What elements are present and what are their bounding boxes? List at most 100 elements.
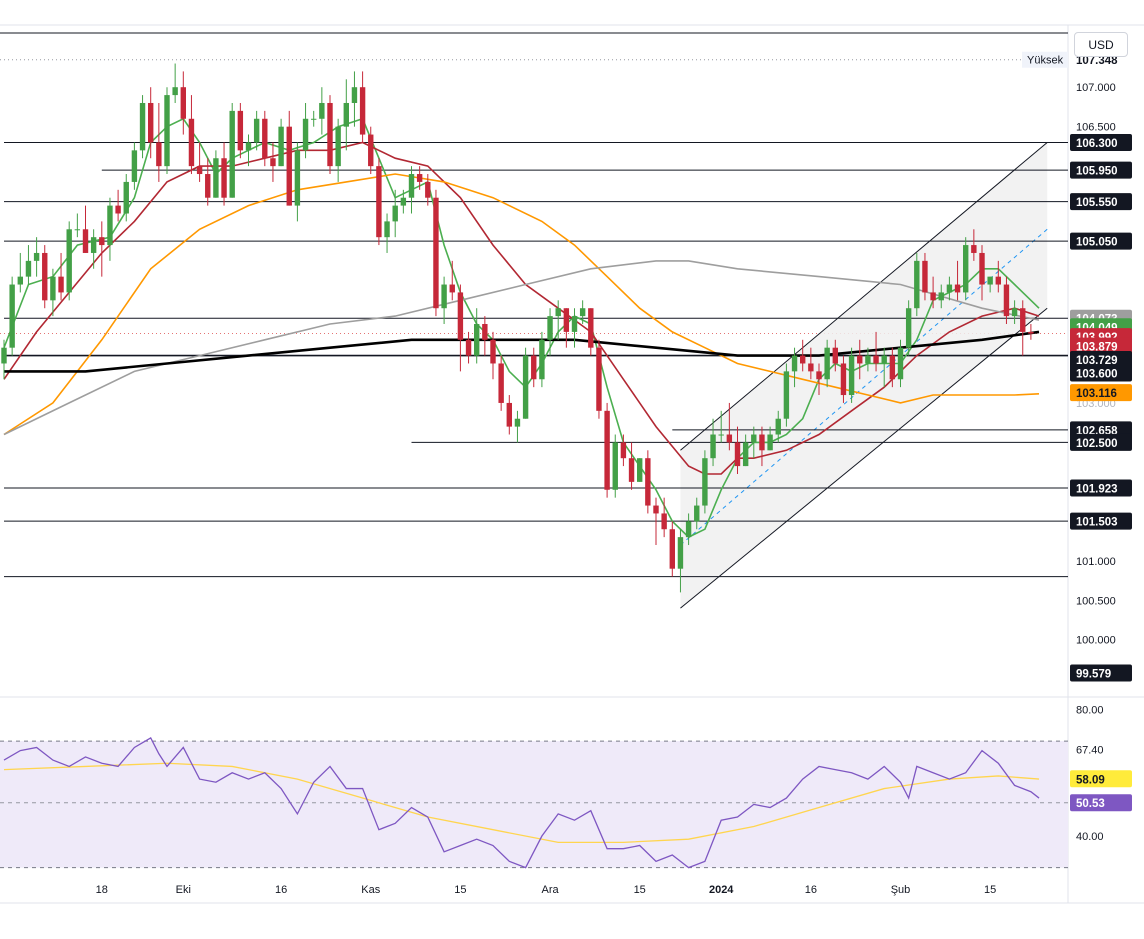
candle-body [661, 513, 667, 530]
candle-body [205, 174, 211, 198]
candle-body [253, 118, 260, 143]
candle-body [490, 339, 496, 364]
candle-body [506, 402, 512, 427]
candle-body [897, 347, 904, 380]
candle-body [425, 181, 431, 198]
dark-badge [1070, 479, 1132, 497]
price-tick-label: 100.000 [1076, 635, 1116, 647]
candle-body [922, 260, 928, 293]
badge-label: 106.300 [1076, 138, 1118, 150]
candle-body [1011, 308, 1018, 317]
rsi-line [3, 737, 1040, 869]
candle-body [742, 442, 749, 467]
candle-body [710, 434, 716, 459]
time-axis[interactable]: 18 Eki 16 Kas 15 Ara 15 2024 16 Şub 15 [96, 884, 997, 896]
candle-body [311, 118, 317, 120]
candle-body [840, 363, 847, 396]
price-tick-label: 107.000 [1076, 82, 1116, 94]
rsi-band [0, 741, 1068, 868]
candle-body [278, 126, 284, 167]
candle-body [335, 126, 341, 167]
high-label: Yüksek [1027, 55, 1064, 67]
channel-fill [680, 142, 1048, 609]
candle-body [905, 308, 912, 348]
candle-body [188, 118, 195, 167]
candle-body [82, 229, 89, 253]
candle-body [474, 324, 480, 356]
candle-body [824, 347, 830, 380]
candle-body [759, 434, 765, 451]
time-tick-label: 16 [805, 884, 817, 896]
candle-body [221, 158, 227, 198]
candle-body [107, 205, 113, 246]
badge-label: 105.950 [1076, 166, 1118, 178]
candle-body [392, 205, 398, 222]
candle-body [865, 355, 871, 364]
dark-badge [1070, 351, 1132, 369]
badge-label: 58.09 [1076, 774, 1105, 786]
channel-median-line [680, 228, 1048, 546]
candle-body [237, 110, 244, 151]
time-tick-label: 18 [96, 884, 108, 896]
candle-body [368, 134, 374, 167]
time-tick-label: 16 [275, 884, 287, 896]
dark-badge [1070, 161, 1132, 179]
candle-body [498, 363, 504, 403]
candle-body [294, 150, 301, 206]
candle-body [547, 316, 553, 340]
candle-body [971, 245, 977, 253]
candle-body [115, 205, 121, 214]
candle-body [930, 292, 936, 301]
candle-body [514, 418, 521, 427]
candle-body [596, 347, 602, 411]
channel-upper-line [680, 142, 1048, 451]
candle-body [857, 355, 863, 364]
candle-body [685, 521, 692, 538]
candle-body [734, 442, 741, 467]
badge-label: 103.600 [1076, 368, 1118, 380]
candle-body [180, 87, 186, 119]
badge-label: 103.729 [1076, 355, 1118, 367]
candle-body [522, 355, 529, 419]
badge-label: 103.879 [1076, 342, 1118, 354]
candle-body [979, 252, 985, 285]
ma-line-2 [3, 173, 1040, 436]
candle-body [416, 174, 423, 182]
candle-body [808, 363, 814, 372]
candle-body [213, 158, 219, 198]
candle-body [800, 355, 806, 364]
candle-body [881, 355, 887, 364]
candle-body [669, 529, 675, 569]
yellow-badge [1070, 770, 1132, 788]
candle-body [889, 355, 896, 380]
time-tick-label: 15 [454, 884, 466, 896]
candle-body [539, 339, 545, 380]
candle-body [848, 355, 855, 396]
candle-body [58, 276, 64, 293]
candle-body [995, 276, 1001, 285]
price-tick-label: 100.500 [1076, 595, 1116, 607]
candle-body [832, 347, 838, 364]
candle-body [579, 308, 586, 317]
candle-body [164, 95, 170, 167]
badge-label: 107.348 [1076, 55, 1118, 67]
candle-body [946, 284, 953, 293]
time-tick-label: 2024 [709, 884, 734, 896]
dark-badge [1070, 133, 1132, 151]
candle-body [262, 118, 268, 159]
badge-label: 105.550 [1076, 197, 1118, 209]
candle-body [441, 284, 447, 309]
candle-body [327, 102, 333, 167]
dark-badge [1070, 512, 1132, 530]
candle-body [726, 434, 733, 443]
candle-body [400, 197, 407, 206]
candle-body [351, 87, 358, 103]
price-tick-label: 106.500 [1076, 122, 1116, 134]
badge-label: 105.050 [1076, 237, 1118, 249]
price-axis[interactable]: 107.000106.500101.000100.500100.000103.0… [1022, 51, 1132, 843]
candle-body [384, 221, 390, 238]
rsi-tick-label: 80.00 [1076, 704, 1104, 716]
currency-button[interactable]: USD [1074, 32, 1128, 57]
dark-badge [1070, 664, 1132, 682]
